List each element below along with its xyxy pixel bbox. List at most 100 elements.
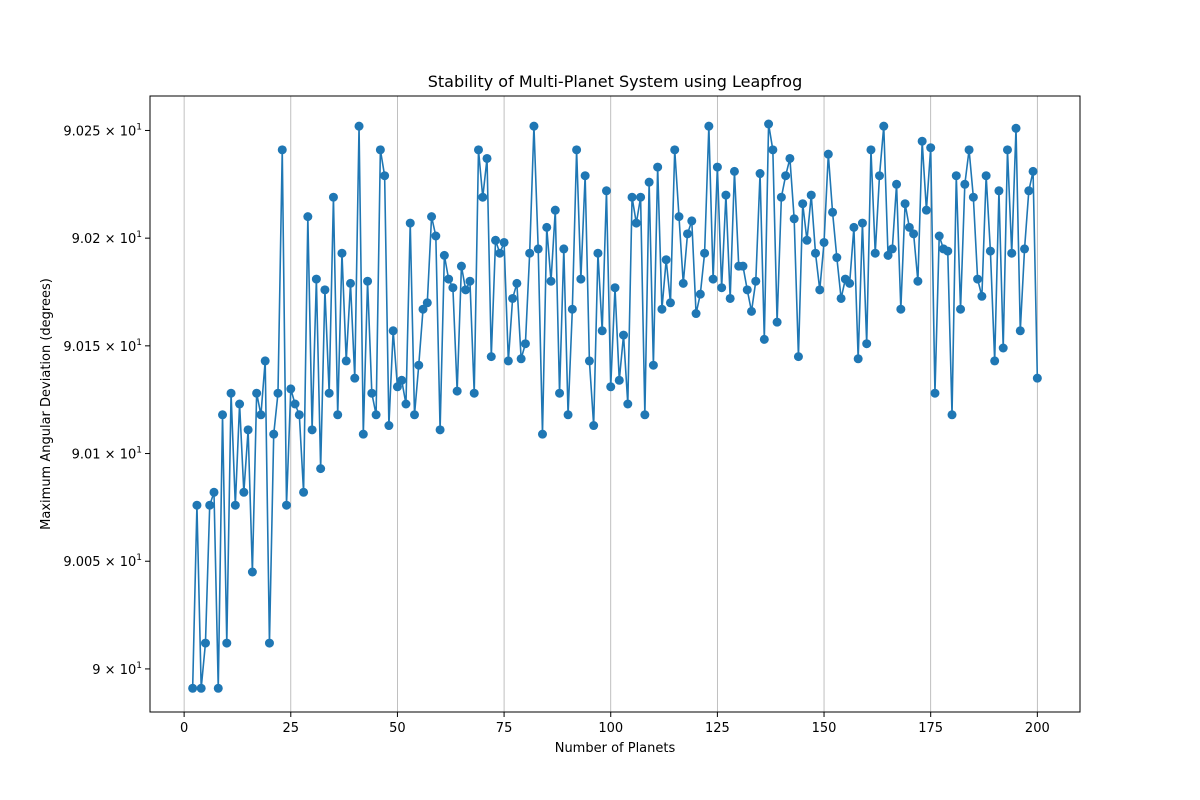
data-point [815, 285, 825, 295]
data-point [934, 231, 944, 241]
data-point [776, 192, 786, 202]
data-point [269, 429, 279, 439]
data-point [917, 136, 927, 146]
data-point [862, 339, 872, 349]
data-point [819, 237, 829, 247]
data-point [857, 218, 867, 228]
data-point [930, 388, 940, 398]
data-point [469, 388, 479, 398]
data-point [695, 289, 705, 299]
data-point [247, 567, 257, 577]
y-tick-mantissa: 9.025 × 10 [63, 124, 136, 139]
data-point [593, 248, 603, 258]
x-axis: 0 25 50 75 100 125 150 175 200 [180, 712, 1050, 736]
data-point [520, 339, 530, 349]
data-point [806, 190, 816, 200]
data-point [444, 274, 454, 284]
x-tick-label: 200 [1025, 721, 1050, 736]
data-point [230, 500, 240, 510]
data-point [235, 399, 245, 409]
y-axis-title: Maximum Angular Deviation (degrees) [39, 278, 54, 530]
data-point [614, 375, 624, 385]
data-point [380, 171, 390, 181]
data-point [439, 250, 449, 260]
data-point [397, 375, 407, 385]
data-point [200, 638, 210, 648]
data-point [785, 153, 795, 163]
plot-frame [149, 95, 1081, 713]
data-point [205, 500, 215, 510]
data-point [853, 354, 863, 364]
data-point [461, 285, 471, 295]
data-point [456, 261, 466, 271]
data-point [563, 410, 573, 420]
data-point [887, 244, 897, 254]
data-point [870, 248, 880, 258]
data-point [550, 205, 560, 215]
data-point [985, 246, 995, 256]
data-point [943, 246, 953, 256]
y-tick-exponent: 1 [136, 661, 142, 671]
data-point [196, 683, 206, 693]
data-point [572, 145, 582, 155]
data-point [956, 304, 966, 314]
data-point [294, 410, 304, 420]
data-point [1024, 186, 1034, 196]
y-tick-label: 9.025 × 101 [63, 122, 142, 139]
data-point [674, 212, 684, 222]
data-point [299, 487, 309, 497]
data-point [290, 399, 300, 409]
data-point [657, 304, 667, 314]
data-point [721, 190, 731, 200]
data-point [286, 384, 296, 394]
data-point [589, 421, 599, 431]
data-point [691, 309, 701, 319]
data-point [742, 285, 752, 295]
data-point [584, 356, 594, 366]
y-tick-mantissa: 9.015 × 10 [63, 340, 136, 355]
data-point [793, 352, 803, 362]
data-point [926, 143, 936, 153]
data-point [358, 429, 368, 439]
data-point [670, 145, 680, 155]
data-point [516, 354, 526, 364]
data-point [661, 255, 671, 265]
data-point [533, 244, 543, 254]
data-point [508, 293, 518, 303]
data-point [499, 237, 509, 247]
data-point [845, 278, 855, 288]
data-point [849, 222, 859, 232]
data-point [747, 306, 757, 316]
data-point [264, 638, 274, 648]
data-point [465, 276, 475, 286]
data-point [218, 410, 228, 420]
data-point [525, 248, 535, 258]
data-point [316, 464, 326, 474]
data-point [789, 214, 799, 224]
data-point [422, 298, 432, 308]
data-point [192, 500, 202, 510]
data-point [1002, 145, 1012, 155]
data-point [1020, 244, 1030, 254]
data-point [328, 192, 338, 202]
data-point [811, 248, 820, 258]
data-point [619, 330, 629, 340]
y-tick-label: 9.005 × 101 [63, 553, 142, 570]
data-point [798, 199, 808, 209]
data-point [580, 171, 590, 181]
data-point [341, 356, 351, 366]
data-point [546, 276, 556, 286]
data-point [567, 304, 577, 314]
data-point [239, 487, 249, 497]
data-point [725, 293, 735, 303]
data-point [478, 192, 488, 202]
data-point [243, 425, 253, 435]
data-point [346, 278, 355, 288]
data-point [909, 229, 919, 239]
data-point [751, 276, 761, 286]
y-tick-label: 9.015 × 101 [63, 338, 142, 355]
data-point [367, 388, 377, 398]
data-point [427, 212, 437, 222]
y-tick-label: 9.02 × 101 [72, 230, 142, 247]
data-point [418, 304, 428, 314]
